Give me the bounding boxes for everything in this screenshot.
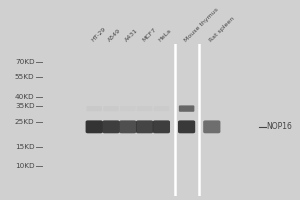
FancyBboxPatch shape [86,106,102,111]
FancyBboxPatch shape [103,106,119,111]
FancyBboxPatch shape [137,106,152,111]
Text: 55KD: 55KD [15,74,34,80]
FancyBboxPatch shape [153,120,170,133]
Text: 10KD: 10KD [15,163,34,169]
FancyBboxPatch shape [119,120,136,133]
Text: Rat spleen: Rat spleen [208,16,235,43]
Text: Mouse thymus: Mouse thymus [183,7,219,43]
FancyBboxPatch shape [102,120,120,133]
Text: 15KD: 15KD [15,144,34,150]
Text: HeLa: HeLa [158,28,173,43]
FancyBboxPatch shape [203,120,220,133]
Text: A431: A431 [124,28,139,43]
FancyBboxPatch shape [85,120,103,133]
FancyBboxPatch shape [178,120,195,133]
Text: 25KD: 25KD [15,119,34,125]
FancyBboxPatch shape [154,106,169,111]
Text: NOP16: NOP16 [266,122,292,131]
Text: A549: A549 [107,28,122,43]
Text: 70KD: 70KD [15,59,34,65]
Text: 35KD: 35KD [15,103,34,109]
FancyBboxPatch shape [120,106,136,111]
Text: 40KD: 40KD [15,94,34,100]
Text: MCF7: MCF7 [141,27,157,43]
Text: HT-29: HT-29 [91,27,107,43]
FancyBboxPatch shape [136,120,153,133]
FancyBboxPatch shape [179,105,194,112]
